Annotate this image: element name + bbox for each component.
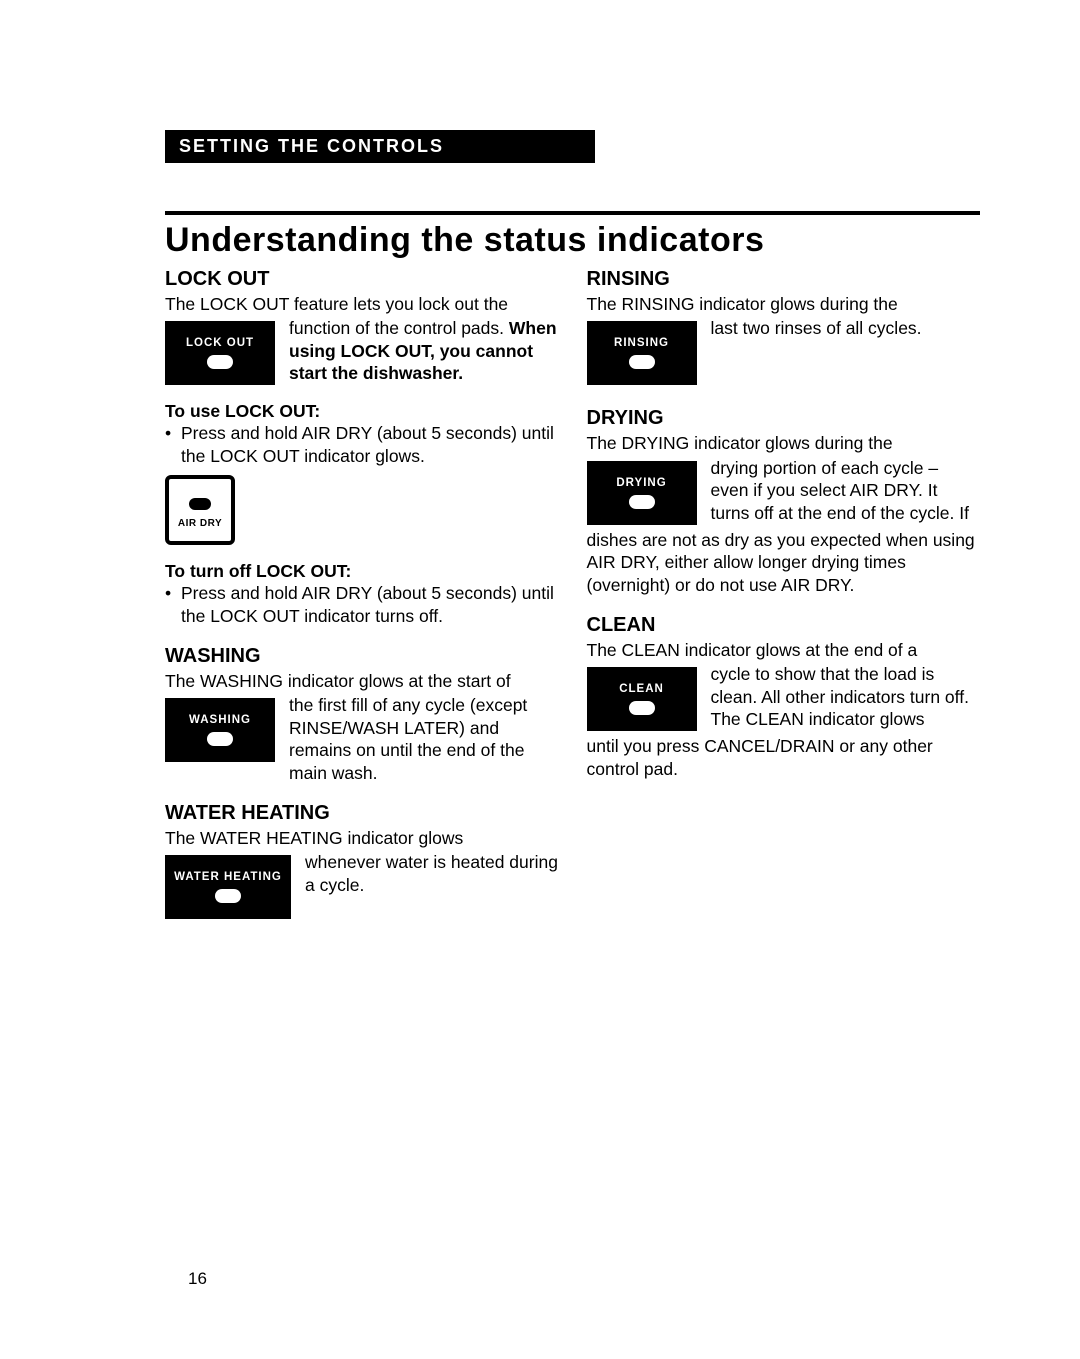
indicator-label: LOCK OUT (186, 337, 254, 349)
section-rinsing: RINSING The RINSING indicator glows duri… (587, 268, 981, 389)
right-column: RINSING The RINSING indicator glows duri… (587, 264, 981, 923)
lockout-indicator-icon: LOCK OUT (165, 321, 275, 385)
two-column-layout: LOCK OUT The LOCK OUT feature lets you l… (165, 264, 980, 923)
intro-text: The DRYING indicator glows during the (587, 432, 981, 454)
section-washing: WASHING The WASHING indicator glows at t… (165, 645, 559, 784)
bullet-item: Press and hold AIR DRY (about 5 seconds)… (165, 422, 559, 467)
led-icon (629, 355, 655, 369)
section-heading: DRYING (587, 407, 981, 430)
manual-page: SETTING THE CONTROLS Understanding the s… (0, 0, 1080, 983)
section-heading: RINSING (587, 268, 981, 291)
indicator-label: WASHING (189, 714, 251, 726)
left-column: LOCK OUT The LOCK OUT feature lets you l… (165, 264, 559, 923)
intro-text: The CLEAN indicator glows at the end of … (587, 639, 981, 661)
washing-indicator-icon: WASHING (165, 698, 275, 762)
indicator-label: RINSING (614, 337, 669, 349)
page-number: 16 (188, 1269, 207, 1289)
section-water-heating: WATER HEATING The WATER HEATING indicato… (165, 802, 559, 923)
clean-indicator-icon: CLEAN (587, 667, 697, 731)
section-lockout: LOCK OUT The LOCK OUT feature lets you l… (165, 268, 559, 627)
after-text: until you press CANCEL/DRAIN or any othe… (587, 735, 981, 780)
sub-heading: To turn off LOCK OUT: (165, 561, 559, 582)
section-heading: WASHING (165, 645, 559, 668)
after-text: dishes are not as dry as you expected wh… (587, 529, 981, 596)
indicator-label: CLEAN (619, 683, 664, 695)
section-heading: LOCK OUT (165, 268, 559, 291)
led-icon (189, 498, 211, 510)
section-drying: DRYING The DRYING indicator glows during… (587, 407, 981, 596)
intro-text: The RINSING indicator glows during the (587, 293, 981, 315)
section-heading: WATER HEATING (165, 802, 559, 825)
section-clean: CLEAN The CLEAN indicator glows at the e… (587, 614, 981, 780)
drying-indicator-icon: DRYING (587, 461, 697, 525)
water-heating-indicator-icon: WATER HEATING (165, 855, 291, 919)
intro-text: The WASHING indicator glows at the start… (165, 670, 559, 692)
led-icon (207, 732, 233, 746)
led-icon (215, 889, 241, 903)
horizontal-rule (165, 211, 980, 215)
intro-text: The WATER HEATING indicator glows (165, 827, 559, 849)
indicator-label: DRYING (616, 477, 666, 489)
led-icon (629, 495, 655, 509)
indicator-label: WATER HEATING (174, 871, 282, 883)
intro-text: The LOCK OUT feature lets you lock out t… (165, 293, 559, 315)
section-header-bar: SETTING THE CONTROLS (165, 130, 595, 163)
airdry-button-icon: AIR DRY (165, 475, 235, 545)
indicator-label: AIR DRY (178, 518, 222, 529)
page-title: Understanding the status indicators (165, 221, 980, 260)
rinsing-indicator-icon: RINSING (587, 321, 697, 385)
bullet-item: Press and hold AIR DRY (about 5 seconds)… (165, 582, 559, 627)
section-heading: CLEAN (587, 614, 981, 637)
led-icon (207, 355, 233, 369)
sub-heading: To use LOCK OUT: (165, 401, 559, 422)
led-icon (629, 701, 655, 715)
